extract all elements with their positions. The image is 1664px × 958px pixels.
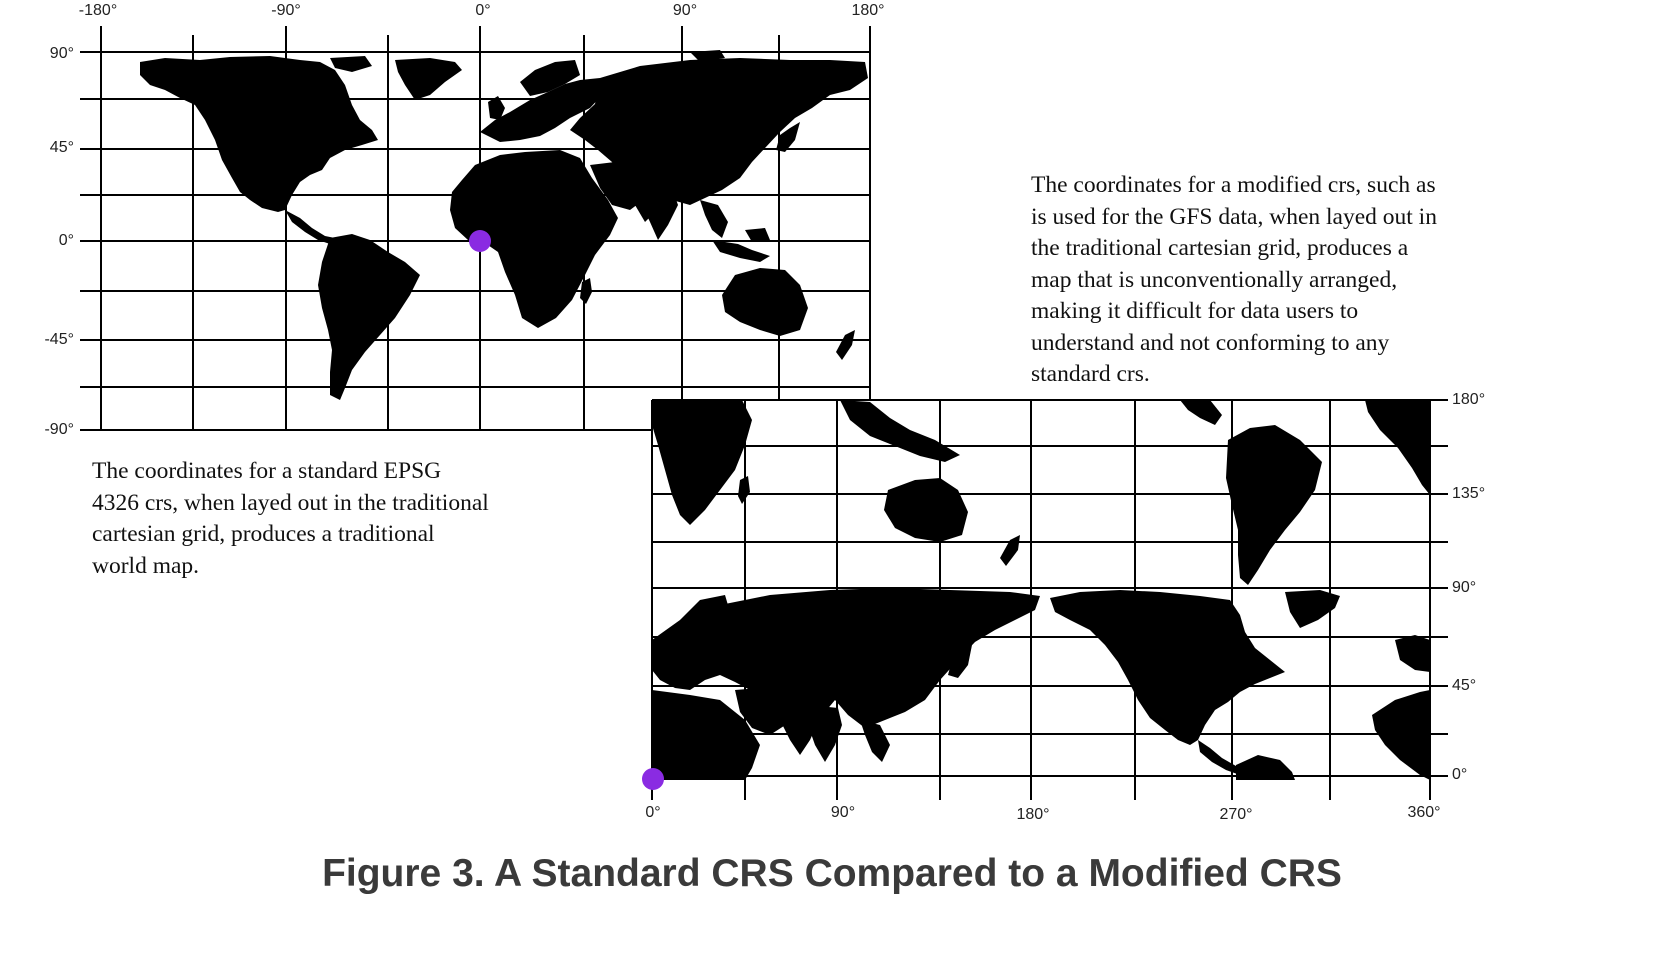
modified-origin-marker	[642, 768, 664, 790]
standard-y-tick-label: -45°	[44, 331, 74, 348]
standard-x-tick-label: 90°	[672, 2, 698, 19]
modified-y-tick-label: 180°	[1452, 391, 1486, 408]
modified-y-tick-label: 90°	[1452, 579, 1477, 596]
modified-x-tick-label: 360°	[1407, 804, 1441, 821]
modified-map-land	[652, 400, 1430, 780]
standard-x-tick-label: 0°	[475, 2, 491, 19]
standard-map-caption: The coordinates for a standard EPSG 4326…	[92, 458, 489, 579]
modified-map-grid	[651, 399, 1448, 800]
standard-y-tick-label: 90°	[49, 45, 74, 62]
modified-x-tick-label: 90°	[830, 804, 856, 821]
modified-x-tick-label: 270°	[1219, 806, 1253, 823]
standard-origin-marker	[469, 230, 491, 252]
figure-title: Figure 3. A Standard CRS Compared to a M…	[322, 852, 1342, 895]
standard-y-tick-label: -90°	[44, 421, 74, 438]
standard-y-tick-label: 45°	[49, 139, 74, 156]
standard-x-tick-label: -180°	[78, 2, 118, 19]
modified-y-tick-label: 45°	[1452, 677, 1477, 694]
standard-x-tick-label: 180°	[851, 2, 885, 19]
modified-x-tick-label: 0°	[645, 804, 661, 821]
modified-y-tick-label: 0°	[1452, 766, 1468, 783]
standard-y-tick-label: 0°	[58, 232, 74, 249]
modified-map-caption: The coordinates for a modified crs, such…	[1031, 172, 1437, 387]
standard-x-tick-label: -90°	[271, 2, 301, 19]
modified-y-tick-label: 135°	[1452, 485, 1486, 502]
modified-x-tick-label: 180°	[1016, 806, 1050, 823]
